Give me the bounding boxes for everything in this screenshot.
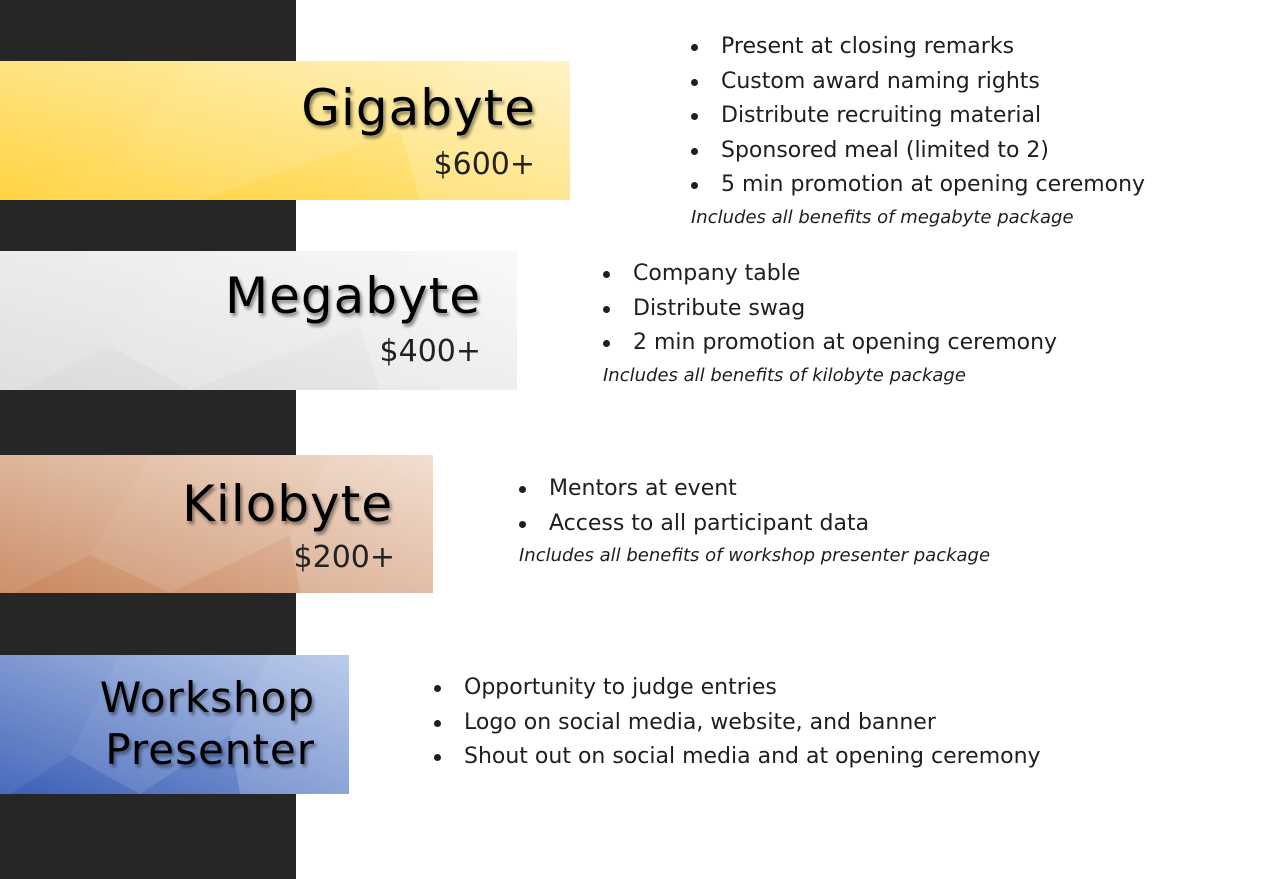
gigabyte-banner: Gigabyte $600+ [0,61,570,200]
workshop-presenter-banner: Workshop Presenter [0,655,349,794]
gigabyte-benefits-list: Present at closing remarks Custom award … [691,30,1145,203]
workshop-presenter-title-line1: Workshop [99,673,315,722]
workshop-presenter-title-line2: Presenter [105,725,315,774]
list-item: Opportunity to judge entries [434,671,1041,706]
list-item: 5 min promotion at opening ceremony [691,168,1145,203]
megabyte-price: $400+ [379,334,481,369]
list-item: Sponsored meal (limited to 2) [691,134,1145,169]
list-item: Access to all participant data [519,507,869,542]
list-item: Present at closing remarks [691,30,1145,65]
workshop-presenter-banner-background [0,655,349,794]
list-item: Distribute recruiting material [691,99,1145,134]
list-item: Custom award naming rights [691,65,1145,100]
gigabyte-price: $600+ [433,147,535,182]
megabyte-banner: Megabyte $400+ [0,251,517,390]
gigabyte-banner-background [0,61,570,200]
kilobyte-banner: Kilobyte $200+ [0,455,433,593]
gigabyte-includes-note: Includes all benefits of megabyte packag… [691,207,1074,228]
list-item: Distribute swag [603,292,1057,327]
workshop-presenter-benefits-list: Opportunity to judge entries Logo on soc… [434,671,1041,775]
list-item: Mentors at event [519,472,869,507]
list-item: Company table [603,257,1057,292]
list-item: Logo on social media, website, and banne… [434,706,1041,741]
kilobyte-banner-background [0,455,433,593]
list-item: 2 min promotion at opening ceremony [603,326,1057,361]
gigabyte-title: Gigabyte [301,79,536,137]
list-item: Shout out on social media and at opening… [434,740,1041,775]
megabyte-benefits-list: Company table Distribute swag 2 min prom… [603,257,1057,361]
megabyte-banner-background [0,251,517,390]
megabyte-includes-note: Includes all benefits of kilobyte packag… [603,365,966,386]
megabyte-title: Megabyte [225,267,481,325]
kilobyte-title: Kilobyte [182,475,393,533]
kilobyte-price: $200+ [293,540,395,575]
kilobyte-includes-note: Includes all benefits of workshop presen… [519,545,991,566]
kilobyte-benefits-list: Mentors at event Access to all participa… [519,472,869,541]
